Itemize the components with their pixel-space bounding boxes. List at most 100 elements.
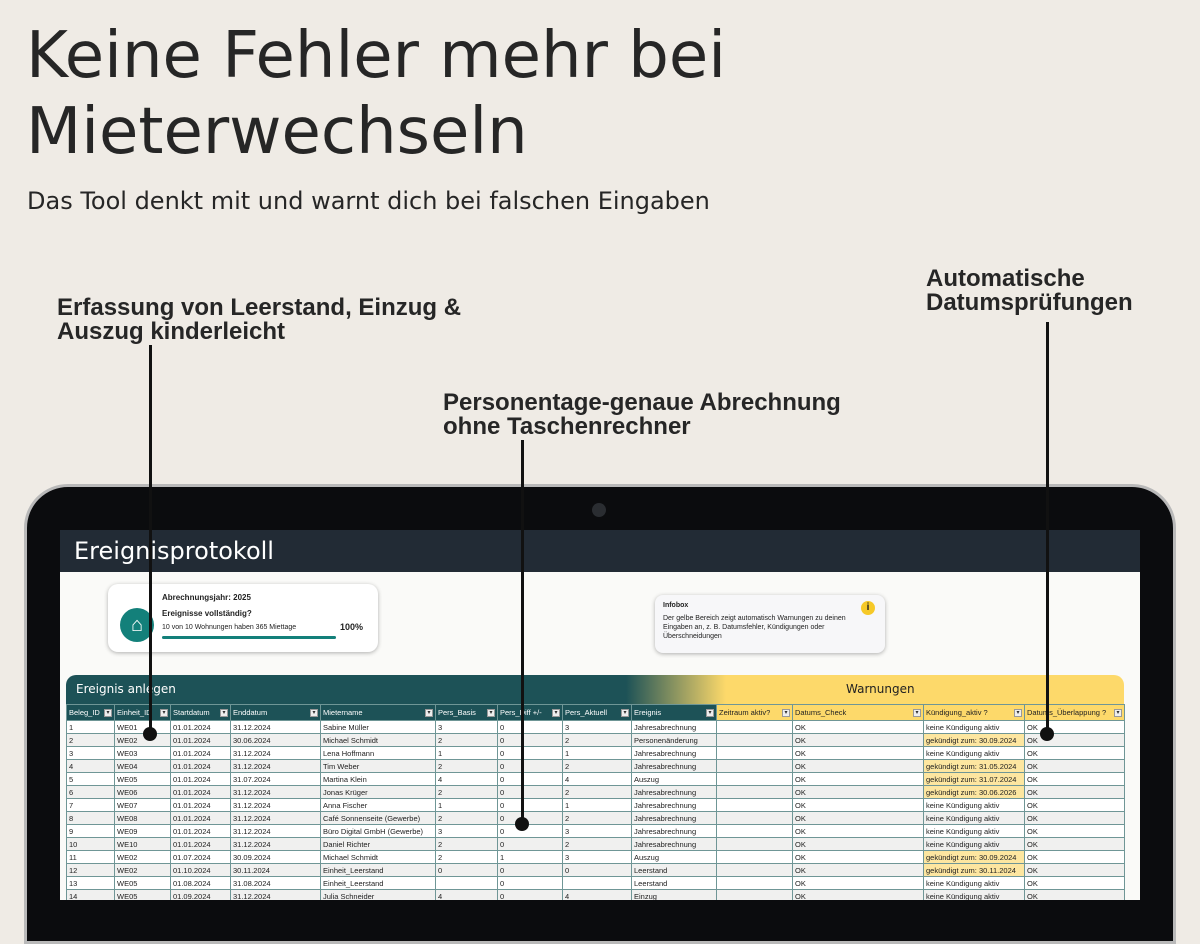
table-cell[interactable]: Einheit_Leerstand: [320, 876, 436, 890]
table-cell[interactable]: OK: [1024, 824, 1125, 838]
table-cell[interactable]: 0: [562, 863, 632, 877]
table-cell[interactable]: 0: [435, 863, 498, 877]
column-header[interactable]: Zeitraum aktiv? ▾: [716, 704, 793, 721]
table-cell[interactable]: WE02: [114, 850, 171, 864]
table-cell[interactable]: Jahresabrechnung: [631, 837, 717, 851]
table-cell[interactable]: 2: [66, 733, 115, 747]
table-cell[interactable]: 3: [66, 746, 115, 760]
column-header[interactable]: Enddatum ▾: [230, 704, 321, 721]
table-cell[interactable]: OK: [1024, 746, 1125, 760]
table-cell[interactable]: 4: [435, 889, 498, 900]
filter-dropdown-icon[interactable]: ▾: [160, 709, 168, 717]
column-header[interactable]: Pers_Basis ▾: [435, 704, 498, 721]
table-cell[interactable]: 7: [66, 798, 115, 812]
filter-dropdown-icon[interactable]: ▾: [706, 709, 714, 717]
table-cell[interactable]: [716, 759, 793, 773]
table-cell[interactable]: OK: [1024, 876, 1125, 890]
table-cell[interactable]: Sabine Müller: [320, 720, 436, 734]
table-cell[interactable]: 01.10.2024: [170, 863, 231, 877]
table-cell[interactable]: WE09: [114, 824, 171, 838]
table-cell[interactable]: OK: [1024, 837, 1125, 851]
table-cell[interactable]: gekündigt zum: 31.05.2024: [923, 759, 1025, 773]
table-cell[interactable]: 0: [497, 811, 563, 825]
table-cell[interactable]: 3: [562, 824, 632, 838]
table-cell[interactable]: [716, 863, 793, 877]
table-cell[interactable]: [716, 785, 793, 799]
table-cell[interactable]: 31.12.2024: [230, 720, 321, 734]
column-header[interactable]: Einheit_ID ▾: [114, 704, 171, 721]
table-cell[interactable]: Jahresabrechnung: [631, 811, 717, 825]
table-cell[interactable]: WE03: [114, 746, 171, 760]
table-cell[interactable]: OK: [792, 798, 924, 812]
table-cell[interactable]: OK: [1024, 863, 1125, 877]
table-cell[interactable]: 2: [435, 785, 498, 799]
table-cell[interactable]: 31.12.2024: [230, 759, 321, 773]
table-cell[interactable]: 01.01.2024: [170, 720, 231, 734]
table-cell[interactable]: 1: [435, 746, 498, 760]
table-cell[interactable]: gekündigt zum: 30.06.2026: [923, 785, 1025, 799]
column-header[interactable]: Ereignis ▾: [631, 704, 717, 721]
table-cell[interactable]: Einheit_Leerstand: [320, 863, 436, 877]
table-cell[interactable]: OK: [792, 746, 924, 760]
table-cell[interactable]: 31.12.2024: [230, 811, 321, 825]
table-cell[interactable]: OK: [1024, 785, 1125, 799]
table-cell[interactable]: 4: [435, 772, 498, 786]
column-header[interactable]: Datums_Check ▾: [792, 704, 924, 721]
table-cell[interactable]: [716, 811, 793, 825]
table-cell[interactable]: 9: [66, 824, 115, 838]
table-cell[interactable]: Auszug: [631, 772, 717, 786]
filter-dropdown-icon[interactable]: ▾: [552, 709, 560, 717]
table-cell[interactable]: 4: [66, 759, 115, 773]
filter-dropdown-icon[interactable]: ▾: [104, 709, 112, 717]
table-cell[interactable]: Martina Klein: [320, 772, 436, 786]
table-cell[interactable]: 01.01.2024: [170, 824, 231, 838]
table-cell[interactable]: Jahresabrechnung: [631, 785, 717, 799]
table-cell[interactable]: OK: [792, 889, 924, 900]
table-cell[interactable]: OK: [792, 837, 924, 851]
table-cell[interactable]: gekündigt zum: 30.09.2024: [923, 733, 1025, 747]
table-cell[interactable]: WE02: [114, 733, 171, 747]
filter-dropdown-icon[interactable]: ▾: [310, 709, 318, 717]
table-cell[interactable]: 1: [497, 850, 563, 864]
table-cell[interactable]: Michael Schmidt: [320, 733, 436, 747]
table-cell[interactable]: 0: [497, 876, 563, 890]
table-cell[interactable]: [716, 876, 793, 890]
column-header[interactable]: Kündigung_aktiv ? ▾: [923, 704, 1025, 721]
table-cell[interactable]: 1: [435, 798, 498, 812]
column-header[interactable]: Pers_Diff +/- ▾: [497, 704, 563, 721]
table-cell[interactable]: 0: [497, 889, 563, 900]
table-cell[interactable]: WE04: [114, 759, 171, 773]
table-cell[interactable]: Jahresabrechnung: [631, 720, 717, 734]
table-cell[interactable]: OK: [1024, 772, 1125, 786]
table-cell[interactable]: Jonas Krüger: [320, 785, 436, 799]
table-cell[interactable]: 0: [497, 785, 563, 799]
table-cell[interactable]: 0: [497, 733, 563, 747]
table-cell[interactable]: 30.06.2024: [230, 733, 321, 747]
table-cell[interactable]: 2: [435, 733, 498, 747]
filter-dropdown-icon[interactable]: ▾: [487, 709, 495, 717]
table-cell[interactable]: [716, 824, 793, 838]
table-cell[interactable]: 2: [435, 811, 498, 825]
table-cell[interactable]: Leerstand: [631, 876, 717, 890]
table-cell[interactable]: Julia Schneider: [320, 889, 436, 900]
column-header[interactable]: Beleg_ID ▾: [66, 704, 115, 721]
table-cell[interactable]: WE05: [114, 772, 171, 786]
table-cell[interactable]: Jahresabrechnung: [631, 798, 717, 812]
table-cell[interactable]: WE08: [114, 811, 171, 825]
table-cell[interactable]: [716, 772, 793, 786]
column-header[interactable]: Datums_Überlappung ? ▾: [1024, 704, 1125, 721]
table-cell[interactable]: OK: [792, 720, 924, 734]
table-cell[interactable]: Auszug: [631, 850, 717, 864]
table-cell[interactable]: 01.01.2024: [170, 811, 231, 825]
table-cell[interactable]: 2: [562, 759, 632, 773]
table-cell[interactable]: 01.09.2024: [170, 889, 231, 900]
table-cell[interactable]: keine Kündigung aktiv: [923, 811, 1025, 825]
table-cell[interactable]: OK: [1024, 889, 1125, 900]
table-cell[interactable]: OK: [792, 863, 924, 877]
table-cell[interactable]: 2: [562, 811, 632, 825]
table-cell[interactable]: keine Kündigung aktiv: [923, 889, 1025, 900]
table-cell[interactable]: 0: [497, 837, 563, 851]
filter-dropdown-icon[interactable]: ▾: [621, 709, 629, 717]
table-cell[interactable]: gekündigt zum: 31.07.2024: [923, 772, 1025, 786]
table-cell[interactable]: 1: [562, 798, 632, 812]
